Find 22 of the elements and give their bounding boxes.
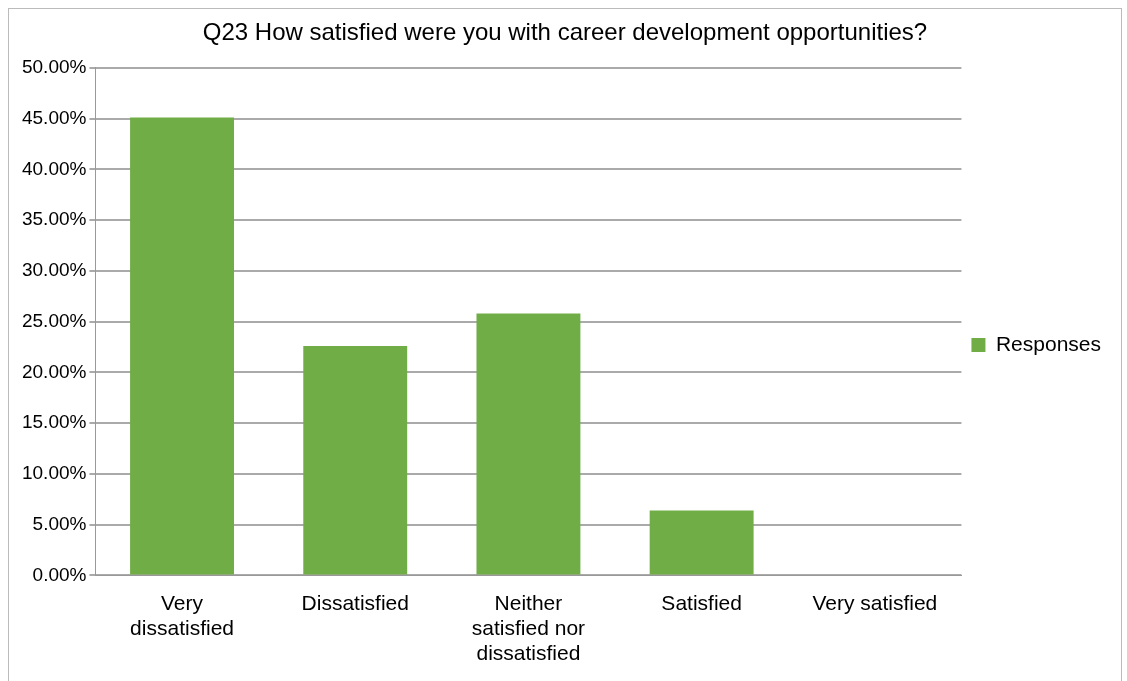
y-tick-label: 40.00% xyxy=(21,157,87,179)
y-tick-label: 45.00% xyxy=(21,106,87,128)
bar xyxy=(476,313,581,575)
y-tick-label: 20.00% xyxy=(21,360,87,382)
y-tick-label: 35.00% xyxy=(21,208,87,230)
x-tick-label: Very dissatisfied xyxy=(130,590,234,639)
y-tick-label: 25.00% xyxy=(21,309,87,331)
legend-label: Responses xyxy=(995,331,1101,355)
y-tick-label: 30.00% xyxy=(21,259,87,281)
y-tick-label: 15.00% xyxy=(21,411,87,433)
y-tick-label: 5.00% xyxy=(32,512,87,534)
bar xyxy=(130,117,234,575)
x-tick-label: Dissatisfied xyxy=(301,590,409,614)
chart-title: Q23 How satisfied were you with career development opportunities? xyxy=(202,18,928,46)
x-tick-label: Neither satisfied nor dissatisfied xyxy=(471,590,586,665)
y-tick-label: 10.00% xyxy=(21,462,87,484)
bar xyxy=(649,510,754,575)
x-tick-label: Very satisfied xyxy=(812,590,938,614)
y-tick-label: 50.00% xyxy=(21,56,87,78)
bar xyxy=(303,345,408,575)
x-tick-label: Satisfied xyxy=(661,590,742,614)
y-tick-label: 0.00% xyxy=(32,563,87,585)
